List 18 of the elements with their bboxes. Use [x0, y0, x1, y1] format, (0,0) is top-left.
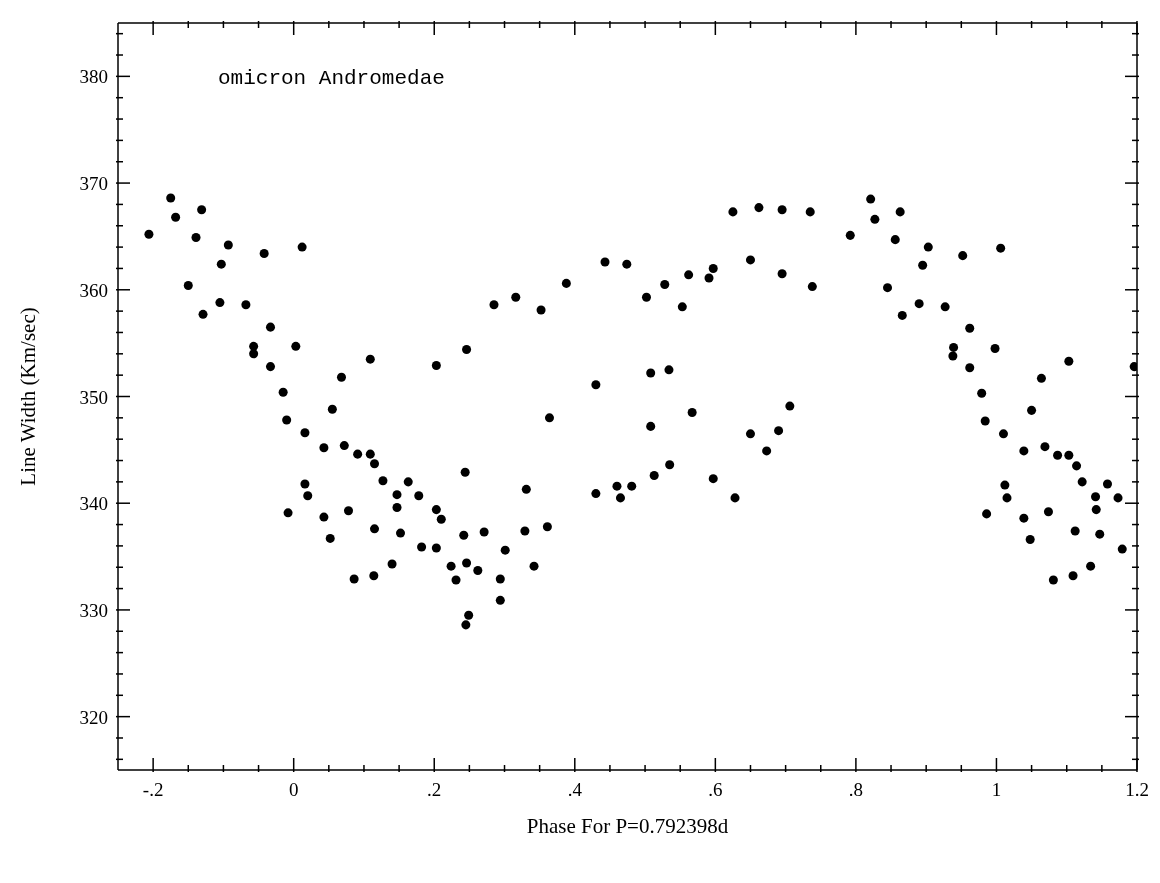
y-tick-label: 360 [79, 279, 108, 301]
annotation: omicron Andromedae [218, 67, 445, 90]
x-axis-title: Phase For P=0.792398d [526, 813, 729, 838]
x-tick-label: 0 [288, 779, 299, 800]
x-tick-label: 1.2 [1125, 779, 1149, 800]
y-tick-label: 340 [79, 493, 108, 515]
y-tick-label: 330 [79, 599, 108, 621]
x-tick-label: .2 [427, 779, 442, 800]
y-tick-label: 350 [79, 386, 108, 408]
x-tick-label: 1 [991, 779, 1002, 800]
x-tick-label: .8 [848, 779, 864, 800]
y-tick-label: 380 [79, 66, 108, 88]
x-tick-label: -.2 [142, 779, 164, 800]
x-tick-label: .4 [567, 779, 583, 800]
y-tick-label: 320 [79, 706, 108, 728]
y-tick-label: 370 [79, 173, 108, 195]
x-tick-label: .6 [708, 779, 723, 800]
y-axis-title: Line Width (Km/sec) [16, 307, 41, 486]
